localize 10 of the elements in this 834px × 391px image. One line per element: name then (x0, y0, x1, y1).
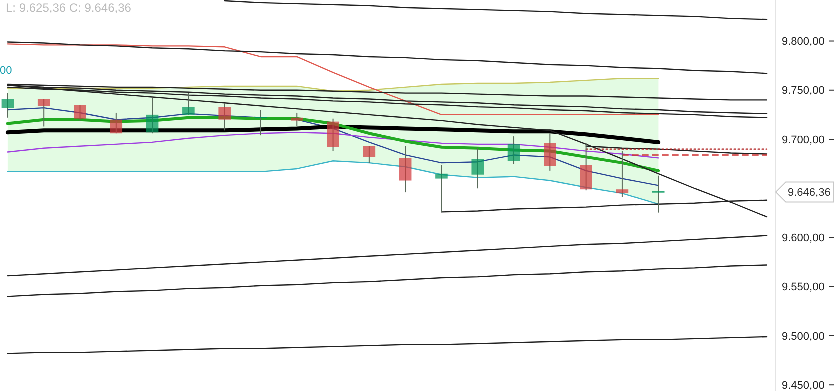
y-tick-label: 9.700,00 (782, 134, 825, 146)
y-tick-label: 9.500,00 (782, 330, 825, 343)
y-tick-label: 9.450,00 (782, 380, 825, 391)
text: 9.646,36 (788, 187, 831, 200)
y-tick-label: 9.550,00 (782, 282, 825, 294)
annotation: L: 9.625,36 C: 9.646,36 (6, 1, 132, 15)
annotation: 00 (0, 65, 12, 77)
y-tick-label: 9.800,00 (782, 36, 825, 48)
y-tick-label: 9.600,00 (782, 232, 825, 245)
y-tick-label: 9.750,00 (782, 85, 825, 98)
